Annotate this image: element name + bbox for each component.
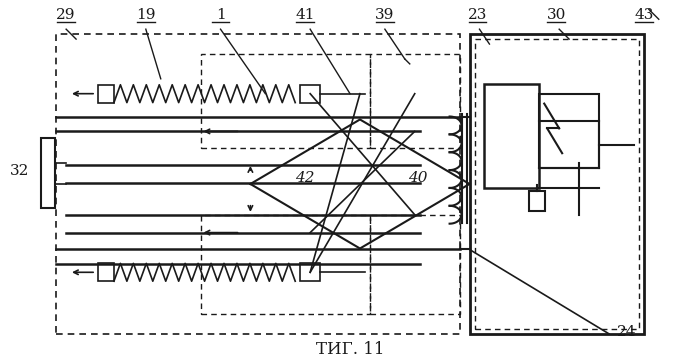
Bar [370,215,460,314]
Text: 41: 41 [295,8,315,22]
Bar [201,54,370,148]
Bar [300,264,320,281]
Text: 32: 32 [10,164,29,178]
Bar [475,39,639,329]
Text: 23: 23 [468,8,487,22]
Text: 40: 40 [408,171,428,185]
Bar [539,94,599,168]
Text: ΤИГ. 11: ΤИГ. 11 [316,341,384,358]
Text: 19: 19 [136,8,155,22]
Bar [201,215,370,314]
Bar [370,54,460,148]
Text: 29: 29 [57,8,76,22]
Text: 43: 43 [634,8,654,22]
Text: 24: 24 [617,325,636,339]
Text: 39: 39 [375,8,395,22]
Bar [98,264,114,281]
Text: 1: 1 [216,8,225,22]
Bar [41,138,55,208]
Bar [300,85,320,103]
Bar [529,191,545,211]
Bar [470,34,644,334]
Bar [484,84,539,188]
Bar [98,85,114,103]
Text: 30: 30 [547,8,566,22]
Text: 42: 42 [295,171,315,185]
Bar [56,34,460,334]
